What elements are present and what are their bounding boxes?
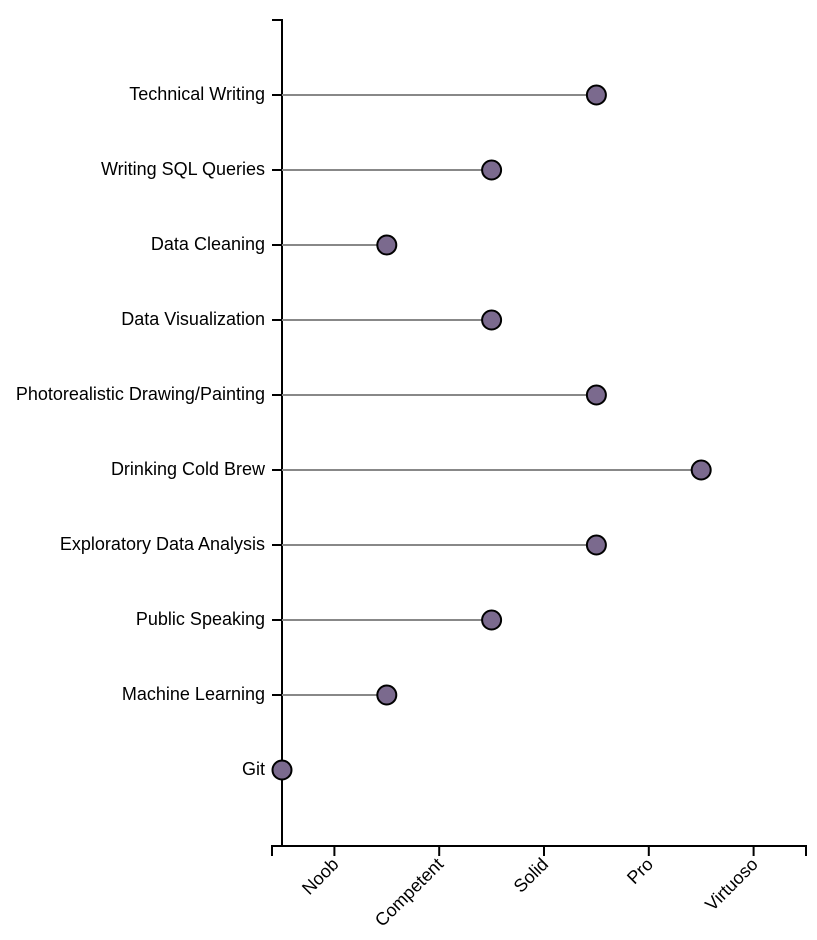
x-tick-label: Noob xyxy=(298,854,343,899)
category-label: Git xyxy=(242,759,265,779)
lollipop-dot xyxy=(271,759,293,781)
lollipop-dot xyxy=(376,234,398,256)
category-label: Photorealistic Drawing/Painting xyxy=(16,384,265,404)
y-axis xyxy=(272,19,283,847)
lollipop-dot xyxy=(585,384,607,406)
lollipop-dot xyxy=(690,459,712,481)
lollipop-dot xyxy=(376,684,398,706)
x-tick-label: Competent xyxy=(371,854,447,930)
lollipop-dot xyxy=(585,84,607,106)
category-label: Drinking Cold Brew xyxy=(111,459,266,479)
x-axis-line xyxy=(271,845,807,856)
x-tick-label: Virtuoso xyxy=(701,854,762,915)
lollipop-dot xyxy=(481,309,503,331)
x-tick-label: Pro xyxy=(623,854,657,888)
category-label: Technical Writing xyxy=(129,84,265,104)
x-tick-label: Solid xyxy=(510,854,552,896)
y-axis-line xyxy=(272,19,283,847)
x-axis xyxy=(271,845,807,856)
category-labels: Technical Writing Writing SQL Queries Data… xyxy=(16,84,266,779)
lollipop-stems xyxy=(282,94,702,696)
category-label: Writing SQL Queries xyxy=(101,159,265,179)
category-label: Exploratory Data Analysis xyxy=(60,534,265,554)
category-label: Data Cleaning xyxy=(151,234,265,254)
lollipop-dot xyxy=(481,609,503,631)
category-label: Public Speaking xyxy=(136,609,265,629)
x-tick-labels: Noob Competent Solid Pro Virtuoso xyxy=(298,854,762,930)
lollipop-dot xyxy=(585,534,607,556)
category-label: Machine Learning xyxy=(122,684,265,704)
lollipop-dot xyxy=(481,159,503,181)
category-label: Data Visualization xyxy=(121,309,265,329)
lollipop-dots xyxy=(271,84,712,781)
